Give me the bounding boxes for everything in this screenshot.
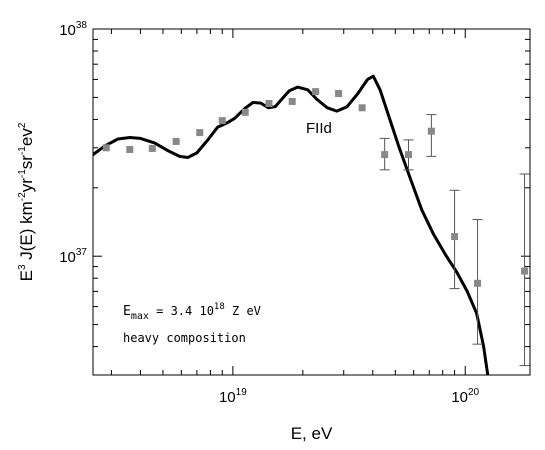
y-tick-label-exponent: 37 bbox=[76, 247, 88, 258]
emax-prefix: E bbox=[123, 304, 131, 319]
plot-frame bbox=[92, 28, 531, 376]
x-tick-label-base: 10 bbox=[219, 389, 236, 406]
data-point bbox=[148, 144, 156, 152]
y-axis-title-part: E bbox=[17, 270, 36, 281]
y-tick-label: 1037 bbox=[59, 247, 87, 266]
y-axis-title-superscript: 2 bbox=[17, 122, 28, 128]
y-axis-title-superscript: -2 bbox=[17, 192, 28, 201]
data-point bbox=[196, 129, 204, 137]
y-axis-title-superscript: -1 bbox=[17, 169, 28, 178]
data-point bbox=[288, 97, 296, 105]
y-axis-title-part: sr bbox=[17, 155, 36, 170]
emax-superscript: 18 bbox=[214, 302, 225, 312]
data-point bbox=[521, 267, 529, 275]
data-point bbox=[381, 151, 389, 159]
x-tick-label-exponent: 19 bbox=[236, 387, 248, 398]
data-point bbox=[172, 137, 180, 145]
emax-suffix: Z eV bbox=[225, 304, 261, 318]
y-axis-title-part: J(E) km bbox=[17, 201, 36, 264]
model-curve-line bbox=[93, 74, 490, 375]
emax-middle: = 3.4 10 bbox=[149, 304, 214, 318]
y-axis-title-part: yr bbox=[17, 178, 36, 193]
y-axis-title-superscript: -1 bbox=[17, 146, 28, 155]
data-point bbox=[335, 90, 343, 98]
data-point bbox=[405, 151, 413, 159]
x-tick-label-base: 10 bbox=[451, 389, 468, 406]
y-axis-title-part: ev bbox=[17, 128, 36, 146]
data-point bbox=[451, 233, 459, 241]
emax-subscript: max bbox=[131, 311, 149, 322]
data-point bbox=[218, 117, 226, 125]
y-tick-label-base: 10 bbox=[59, 22, 76, 39]
composition-annotation: heavy composition bbox=[123, 331, 246, 345]
x-tick-label: 1019 bbox=[219, 387, 247, 406]
x-tick-label-exponent: 20 bbox=[468, 387, 480, 398]
y-tick-label: 1038 bbox=[59, 20, 87, 39]
data-point bbox=[427, 127, 435, 135]
data-point bbox=[126, 145, 134, 153]
data-point bbox=[312, 88, 320, 96]
y-axis-title-superscript: 3 bbox=[17, 264, 28, 270]
y-tick-label-exponent: 38 bbox=[76, 20, 88, 31]
data-point bbox=[474, 279, 482, 287]
curve-label-fiid: FIId bbox=[306, 120, 332, 137]
x-tick-label: 1020 bbox=[451, 387, 479, 406]
x-axis-title: E, eV bbox=[291, 424, 333, 443]
data-point bbox=[358, 104, 366, 112]
data-point bbox=[265, 99, 273, 107]
y-axis-title: E3​ J(E) km-2​yr-1​sr-1​ev2​ bbox=[17, 122, 36, 281]
data-point bbox=[102, 144, 110, 152]
emax-annotation: Emax = 3.4 1018 Z eV bbox=[123, 302, 261, 322]
plot-area bbox=[93, 74, 530, 375]
y-tick-label-base: 10 bbox=[59, 249, 76, 266]
data-point bbox=[241, 108, 249, 116]
